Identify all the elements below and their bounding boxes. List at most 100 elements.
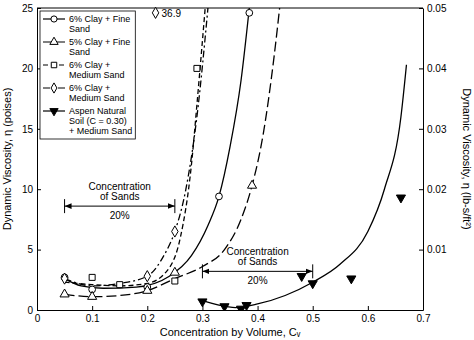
legend-label-line: Medium Sand: [69, 70, 125, 80]
data-point: [246, 9, 253, 16]
y-tick-mark: [37, 250, 41, 251]
data-point: [89, 274, 95, 280]
legend-label-line: 6% Clay +: [69, 83, 110, 93]
x-tick-mark: [258, 306, 259, 310]
range-arrow: [65, 206, 175, 207]
x-tick: 0.4: [251, 306, 265, 324]
annotation-text-line: of Sands: [100, 191, 139, 202]
legend-label-line: 6% Clay +: [69, 60, 110, 70]
legend-marker: [50, 109, 58, 116]
x-axis-line: [38, 310, 424, 311]
data-point: [198, 299, 207, 307]
data-point: [347, 276, 356, 284]
range-end-tick: [64, 199, 65, 213]
x-tick: 0.5: [306, 306, 320, 324]
data-point: [172, 226, 178, 237]
legend-label-line: 6% Clay + Fine: [69, 14, 130, 24]
data-point: [144, 271, 150, 282]
y2-tick: 0.04: [419, 63, 447, 74]
y2-tick-mark: [419, 189, 423, 190]
x-tick-label: 0.6: [361, 313, 375, 324]
legend: 6% Clay + FineSand5% Clay + FineSand6% C…: [40, 11, 135, 139]
data-point: [143, 285, 152, 293]
legend-label-line: + Medium Sand: [69, 126, 132, 136]
y2-tick-mark: [419, 250, 423, 251]
y-tick: 5: [27, 244, 41, 255]
legend-label-line: Aspen Natural: [69, 106, 126, 116]
range-arrow: [202, 271, 312, 272]
y2-tick: 0.02: [419, 184, 447, 195]
legend-label: Aspen NaturalSoil (C = 0.30)+ Medium San…: [69, 106, 132, 136]
annotation-text: Concentrationof Sands: [226, 246, 288, 267]
data-point: [396, 195, 405, 203]
legend-marker: [51, 16, 57, 22]
range-end-tick: [312, 264, 313, 278]
legend-label: 6% Clay +Medium Sand: [69, 83, 125, 103]
data-point: [220, 304, 229, 310]
y-axis-title: Dynamic Viscosity, η (poises): [1, 88, 13, 231]
range-end-tick: [202, 264, 203, 278]
x-tick: 0.2: [141, 306, 155, 324]
y2-tick-mark: [419, 129, 423, 130]
legend-label-line: Soil (C = 0.30): [69, 116, 127, 126]
y-tick-label: 5: [27, 244, 33, 255]
y2-tick-label: 0.01: [427, 244, 447, 255]
data-point: [308, 281, 317, 289]
y-tick-mark: [37, 8, 41, 9]
annotation-text: 36.9: [162, 8, 182, 19]
y-tick-mark: [37, 310, 41, 311]
x-tick-label: 0.1: [86, 313, 100, 324]
data-point: [216, 193, 223, 200]
data-point: [194, 65, 200, 71]
series-curve: [65, 8, 208, 286]
y2-tick-label: 0.05: [427, 3, 447, 14]
data-point: [297, 274, 306, 282]
chart-svg: 00.10.20.30.40.50.60.705101520250.010.02…: [0, 0, 474, 340]
legend-label: 6% Clay +Medium Sand: [69, 60, 125, 80]
y2-tick-label: 0.02: [427, 184, 447, 195]
y-tick: 0: [27, 305, 41, 316]
data-point: [88, 291, 97, 299]
y-tick-label: 15: [22, 124, 34, 135]
y2-tick-mark: [419, 8, 423, 9]
y-tick: 20: [22, 63, 41, 74]
x-tick: 0.1: [86, 306, 100, 324]
y2-tick-mark: [419, 68, 423, 69]
x-tick-label: 0.7: [417, 313, 431, 324]
legend-box: [40, 11, 135, 139]
legend-marker: [51, 83, 57, 93]
data-point: [170, 267, 179, 275]
x-tick-label: 0.5: [306, 313, 320, 324]
annotation-marker: [152, 7, 158, 18]
x-tick-mark: [368, 306, 369, 310]
legend-label-line: Sand: [69, 24, 90, 34]
x-tick-label: 0.4: [251, 313, 265, 324]
legend-label-line: 5% Clay + Fine: [69, 37, 130, 47]
y-tick-label: 10: [22, 184, 34, 195]
legend-label: 6% Clay + FineSand: [69, 14, 130, 34]
data-point: [61, 273, 67, 284]
y2-axis-title: Dynamic Viscosity, η (lb-s/ft²): [461, 88, 473, 229]
legend-label-line: Sand: [69, 47, 90, 57]
x-tick-mark: [92, 306, 93, 310]
y-axis: 0510152025: [22, 3, 41, 316]
x-tick-label: 0.3: [196, 313, 210, 324]
y2-tick: 0.05: [419, 3, 447, 14]
data-point: [60, 289, 69, 297]
legend-label-line: Medium Sand: [69, 93, 125, 103]
x-tick-label: 0: [35, 313, 41, 324]
y2-tick-label: 0.03: [427, 124, 447, 135]
y-tick-label: 0: [27, 305, 33, 316]
y-tick-label: 20: [22, 63, 34, 74]
plot-frame-top: [37, 8, 423, 9]
annotation-range-label: 20%: [248, 275, 268, 286]
x-tick-label: 0.2: [141, 313, 155, 324]
series-curve: [202, 65, 406, 308]
x-tick-mark: [313, 306, 314, 310]
legend-label: 5% Clay + FineSand: [69, 37, 130, 57]
chart-container: 00.10.20.30.40.50.60.705101520250.010.02…: [0, 0, 474, 340]
x-tick: 0.3: [196, 306, 210, 324]
legend-marker: [50, 37, 58, 44]
legend-marker: [51, 62, 56, 67]
x-axis-title: Concentration by Volume, Cᵥ: [160, 326, 301, 338]
